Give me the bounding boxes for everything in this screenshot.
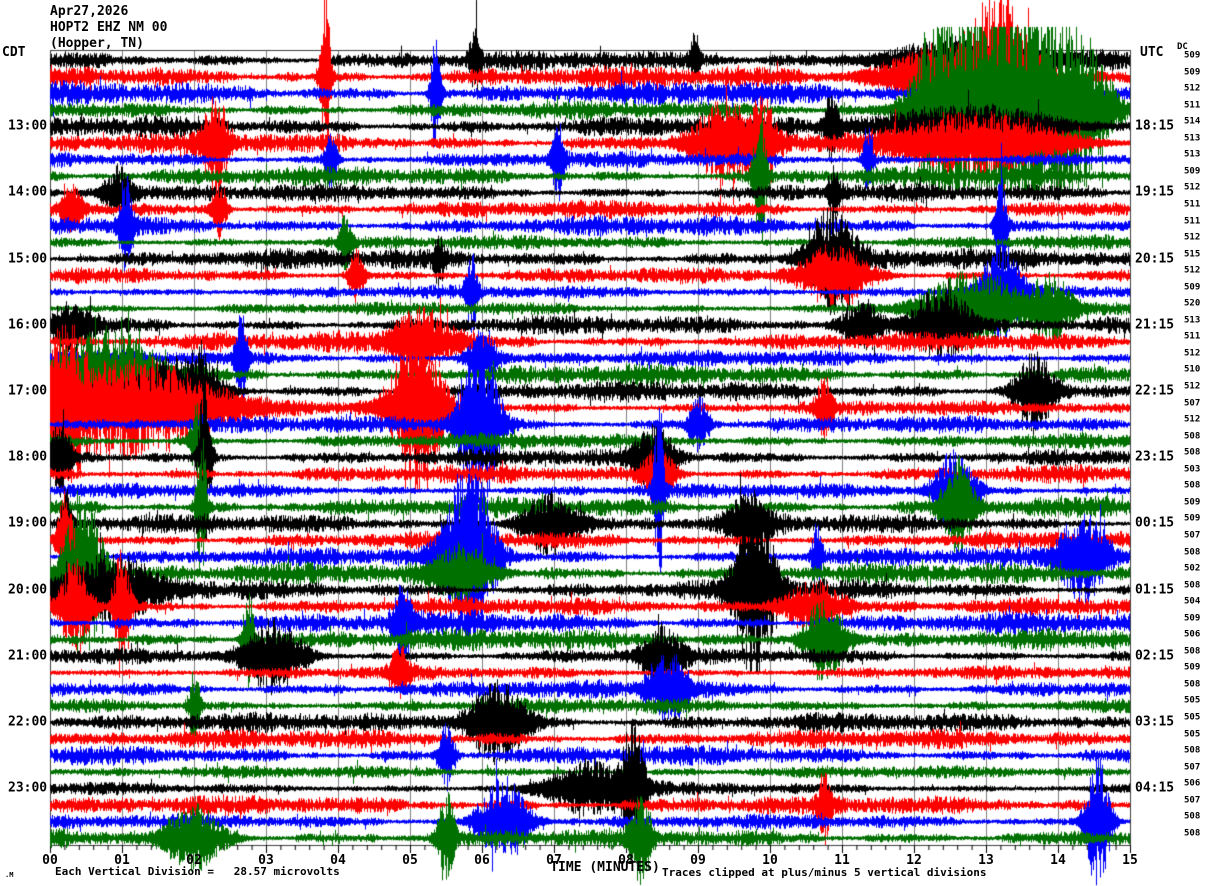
right-hour-label: 02:15 [1135, 648, 1175, 664]
dc-offset-value: 509 [1184, 513, 1201, 524]
left-hour-label: 17:00 [8, 383, 48, 399]
left-hour-label: 18:00 [8, 449, 48, 465]
dc-offset-value: 508 [1184, 447, 1201, 458]
station-place: (Hopper, TN) [50, 36, 144, 51]
dc-offset-value: 508 [1184, 580, 1201, 591]
dc-offset-value: 506 [1184, 629, 1201, 640]
minute-tick-label: 12 [906, 853, 922, 868]
dc-offset-value: 512 [1184, 348, 1201, 359]
dc-offset-value: 508 [1184, 811, 1201, 822]
minute-tick-label: 02 [186, 853, 202, 868]
right-hour-label: 19:15 [1135, 184, 1175, 200]
minute-tick-label: 04 [330, 853, 346, 868]
dc-offset-value: 513 [1184, 133, 1201, 144]
dc-offset-value: 507 [1184, 530, 1201, 541]
right-hour-label: 20:15 [1135, 251, 1175, 267]
minute-tick-label: 15 [1122, 853, 1138, 868]
right-hour-label: 01:15 [1135, 582, 1175, 598]
right-hour-label: 21:15 [1135, 317, 1175, 333]
dc-offset-value: 509 [1184, 166, 1201, 177]
dc-offset-value: 511 [1184, 199, 1201, 210]
minute-tick-label: 08 [618, 853, 634, 868]
dc-offset-value: 510 [1184, 364, 1201, 375]
minute-tick-label: 09 [690, 853, 706, 868]
minute-tick-label: 03 [258, 853, 274, 868]
minute-tick-label: 07 [546, 853, 562, 868]
left-hour-label: 20:00 [8, 582, 48, 598]
left-hour-label: 15:00 [8, 251, 48, 267]
dc-offset-value: 509 [1184, 282, 1201, 293]
x-axis-title: TIME (MINUTES) [550, 860, 660, 875]
dc-offset-value: 507 [1184, 398, 1201, 409]
dc-offset-value: 508 [1184, 745, 1201, 756]
plot-date: Apr27,2026 [50, 4, 129, 19]
dc-offset-value: 508 [1184, 646, 1201, 657]
dc-offset-value: 505 [1184, 729, 1201, 740]
dc-offset-value: 502 [1184, 563, 1201, 574]
dc-offset-value: 509 [1184, 67, 1201, 78]
dc-offset-value: 508 [1184, 828, 1201, 839]
left-timezone-label: CDT [2, 45, 26, 60]
right-hour-label: 00:15 [1135, 515, 1175, 531]
dc-offset-value: 511 [1184, 100, 1201, 111]
dc-offset-value: 513 [1184, 149, 1201, 160]
right-hour-label: 04:15 [1135, 780, 1175, 796]
dc-offset-value: 509 [1184, 497, 1201, 508]
right-hour-label: 23:15 [1135, 449, 1175, 465]
dc-column-header: DC [1177, 42, 1188, 52]
dc-offset-value: 508 [1184, 547, 1201, 557]
vertical-division-note: Each Vertical Division = 28.57 microvolt… [55, 865, 340, 878]
dc-offset-value: 515 [1184, 249, 1201, 260]
minute-tick-label: 06 [474, 853, 490, 868]
dc-offset-value: 511 [1184, 331, 1201, 342]
dc-offset-value: 513 [1184, 315, 1201, 326]
left-hour-label: 14:00 [8, 184, 48, 200]
dc-offset-value: 503 [1184, 464, 1201, 475]
minute-tick-label: 05 [402, 853, 418, 868]
dc-offset-value: 505 [1184, 695, 1201, 706]
dc-offset-value: 512 [1184, 414, 1201, 425]
minute-tick-label: 11 [834, 853, 850, 868]
left-hour-label: 13:00 [8, 118, 48, 134]
left-hour-label: 21:00 [8, 648, 48, 664]
right-hour-label: 18:15 [1135, 118, 1175, 134]
dc-offset-value: 512 [1184, 232, 1201, 243]
minute-tick-label: 13 [978, 853, 994, 868]
dc-offset-value: 509 [1184, 50, 1201, 61]
minute-tick-label: 01 [114, 853, 130, 868]
minute-tick-label: 00 [42, 853, 58, 868]
dc-offset-value: 508 [1184, 431, 1201, 442]
clipping-note: Traces clipped at plus/minus 5 vertical … [662, 866, 987, 879]
dc-offset-value: 506 [1184, 778, 1201, 789]
dc-offset-value: 512 [1184, 83, 1201, 94]
right-timezone-label: UTC [1140, 45, 1164, 60]
dc-offset-value: 512 [1184, 265, 1201, 276]
left-hour-label: 16:00 [8, 317, 48, 333]
left-hour-label: 23:00 [8, 780, 48, 796]
corner-watermark: .M [5, 871, 14, 879]
dc-offset-value: 508 [1184, 679, 1201, 690]
right-hour-label: 22:15 [1135, 383, 1175, 399]
dc-offset-value: 505 [1184, 712, 1201, 723]
dc-offset-value: 508 [1184, 480, 1201, 491]
minute-tick-label: 10 [762, 853, 778, 868]
dc-offset-value: 511 [1184, 216, 1201, 226]
minute-tick-label: 14 [1050, 853, 1066, 868]
dc-offset-value: 504 [1184, 596, 1201, 607]
dc-offset-value: 514 [1184, 116, 1201, 127]
dc-offset-value: 509 [1184, 662, 1201, 673]
dc-offset-value: 520 [1184, 298, 1201, 309]
dc-offset-value: 509 [1184, 613, 1201, 624]
right-hour-label: 03:15 [1135, 714, 1175, 730]
dc-offset-value: 507 [1184, 762, 1201, 773]
dc-offset-value: 507 [1184, 795, 1201, 806]
dc-offset-value: 512 [1184, 381, 1201, 392]
left-hour-label: 19:00 [8, 515, 48, 531]
left-hour-label: 22:00 [8, 714, 48, 730]
dc-offset-value: 512 [1184, 182, 1201, 193]
station-id: HOPT2 EHZ NM 00 [50, 20, 168, 35]
